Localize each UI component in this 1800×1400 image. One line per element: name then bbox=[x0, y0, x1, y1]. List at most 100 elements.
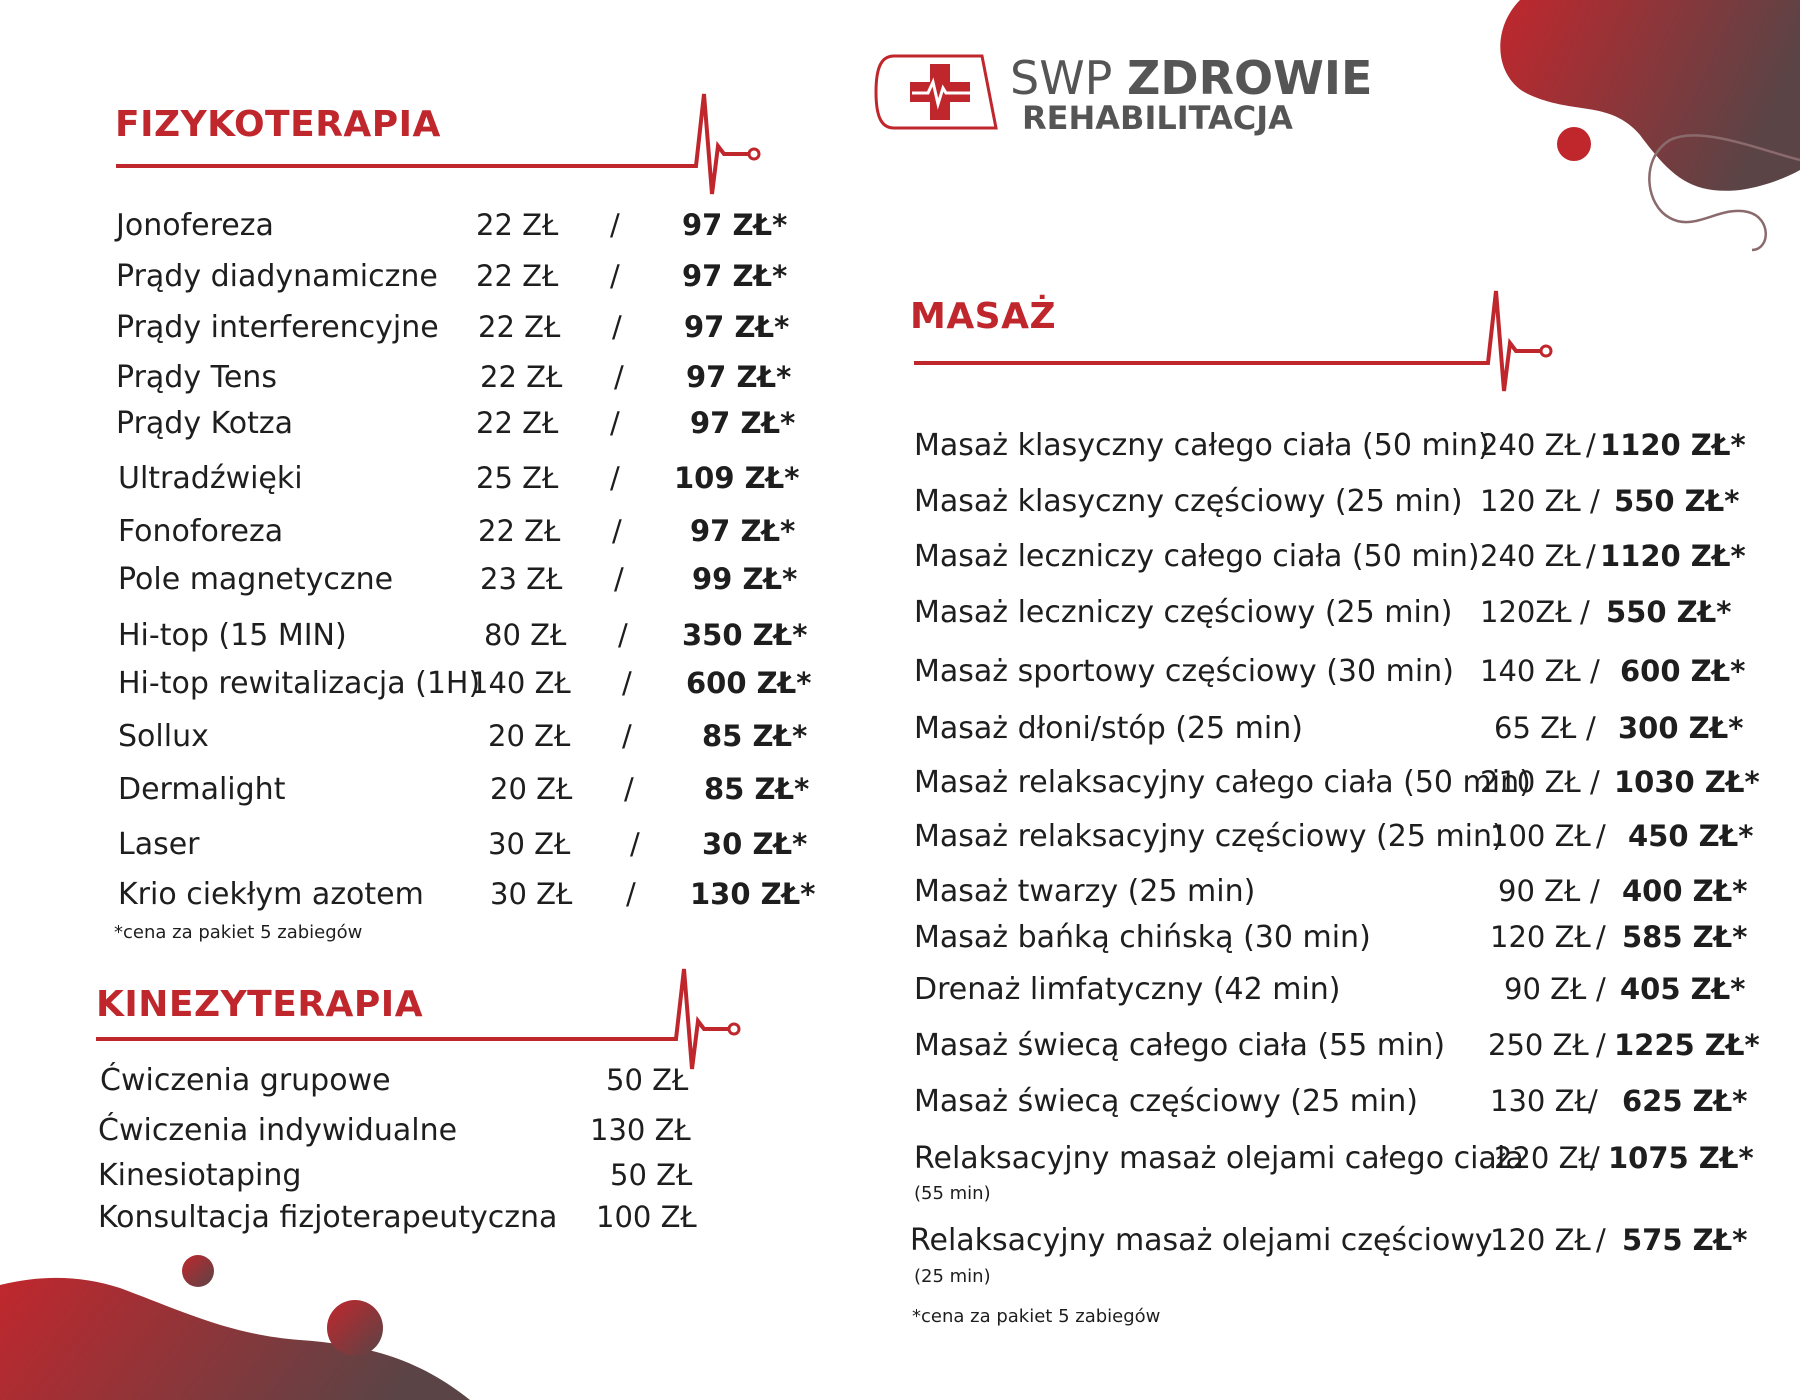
item-name: Ćwiczenia grupowe bbox=[100, 1063, 391, 1098]
item-name: Hi-top (15 MIN) bbox=[118, 618, 347, 653]
item-price: 240 ZŁ bbox=[1480, 539, 1581, 573]
item-package-price: 30 ZŁ* bbox=[702, 827, 808, 861]
separator: / bbox=[630, 827, 640, 861]
item-package-price: 575 ZŁ* bbox=[1622, 1223, 1748, 1257]
item-price: 23 ZŁ bbox=[480, 562, 563, 596]
item-price: 65 ZŁ bbox=[1494, 711, 1577, 745]
item-price: 22 ZŁ bbox=[476, 259, 559, 293]
item-package-price: 130 ZŁ* bbox=[690, 877, 816, 911]
separator: / bbox=[1590, 484, 1600, 518]
item-package-price: 550 ZŁ* bbox=[1614, 484, 1740, 518]
item-price: 130 ZŁ bbox=[590, 1113, 691, 1147]
heading-kinezyterapia: KINEZYTERAPIA bbox=[96, 984, 424, 1025]
separator: / bbox=[1596, 972, 1606, 1006]
item-price: 50 ZŁ bbox=[606, 1063, 689, 1097]
separator: / bbox=[1590, 1141, 1600, 1175]
separator: / bbox=[610, 461, 620, 495]
item-price: 120ZŁ bbox=[1480, 595, 1572, 629]
separator: / bbox=[626, 877, 636, 911]
separator: / bbox=[1596, 920, 1606, 954]
item-price: 22 ZŁ bbox=[480, 360, 563, 394]
separator: / bbox=[610, 208, 620, 242]
item-price: 25 ZŁ bbox=[476, 461, 559, 495]
item-package-price: 97 ZŁ* bbox=[686, 360, 792, 394]
item-package-price: 97 ZŁ* bbox=[684, 310, 790, 344]
item-package-price: 1225 ZŁ* bbox=[1614, 1028, 1760, 1062]
item-price: 22 ZŁ bbox=[478, 310, 561, 344]
item-price: 22 ZŁ bbox=[478, 514, 561, 548]
item-package-price: 85 ZŁ* bbox=[704, 772, 810, 806]
item-price: 250 ZŁ bbox=[1488, 1028, 1589, 1062]
brand-name-light: SWP bbox=[1010, 51, 1113, 105]
item-name: Masaż klasyczny częściowy (25 min) bbox=[914, 484, 1463, 519]
item-package-price: 350 ZŁ* bbox=[682, 618, 808, 652]
item-package-price: 600 ZŁ* bbox=[1620, 654, 1746, 688]
item-name: Masaż twarzy (25 min) bbox=[914, 874, 1256, 909]
separator: / bbox=[610, 259, 620, 293]
item-price: 140 ZŁ bbox=[470, 666, 571, 700]
separator: / bbox=[1590, 765, 1600, 799]
item-price: 120 ZŁ bbox=[1480, 484, 1581, 518]
item-name: Jonofereza bbox=[116, 208, 274, 243]
item-name: Masaż sportowy częściowy (30 min) bbox=[914, 654, 1454, 689]
item-name: Prądy Kotza bbox=[116, 406, 294, 441]
separator: / bbox=[1590, 654, 1600, 688]
item-price: 30 ZŁ bbox=[488, 827, 571, 861]
item-name: Laser bbox=[118, 827, 200, 862]
separator: / bbox=[1590, 874, 1600, 908]
item-package-price: 1120 ZŁ* bbox=[1600, 539, 1746, 573]
item-price: 22 ZŁ bbox=[476, 406, 559, 440]
item-package-price: 109 ZŁ* bbox=[674, 461, 800, 495]
separator: / bbox=[1580, 595, 1590, 629]
separator: / bbox=[624, 772, 634, 806]
item-package-price: 99 ZŁ* bbox=[692, 562, 798, 596]
separator: / bbox=[622, 666, 632, 700]
item-duration: (55 min) bbox=[914, 1183, 991, 1204]
brand-name-bold: ZDROWIE bbox=[1127, 51, 1373, 105]
item-package-price: 1075 ZŁ* bbox=[1608, 1141, 1754, 1175]
item-name: Prądy interferencyjne bbox=[116, 310, 439, 345]
item-name: Relaksacyjny masaż olejami całego ciała bbox=[914, 1141, 1524, 1176]
item-package-price: 550 ZŁ* bbox=[1606, 595, 1732, 629]
item-name: Masaż leczniczy częściowy (25 min) bbox=[914, 595, 1453, 630]
item-duration: (25 min) bbox=[914, 1266, 991, 1287]
separator: / bbox=[610, 406, 620, 440]
item-price: 50 ZŁ bbox=[610, 1158, 693, 1192]
item-name: Fonoforeza bbox=[118, 514, 284, 549]
package-note: *cena za pakiet 5 zabiegów bbox=[114, 922, 363, 943]
item-name: Drenaż limfatyczny (42 min) bbox=[914, 972, 1341, 1007]
separator: / bbox=[1588, 1084, 1598, 1118]
item-package-price: 585 ZŁ* bbox=[1622, 920, 1748, 954]
item-name: Masaż świecą częściowy (25 min) bbox=[914, 1084, 1418, 1119]
separator: / bbox=[1596, 819, 1606, 853]
item-price: 120 ZŁ bbox=[1490, 920, 1591, 954]
item-name: Masaż relaksacyjny całego ciała (50 min) bbox=[914, 765, 1531, 800]
item-price: 240 ZŁ bbox=[1480, 428, 1581, 462]
item-name: Kinesiotaping bbox=[98, 1158, 302, 1193]
item-name: Dermalight bbox=[118, 772, 286, 807]
item-name: Prądy Tens bbox=[116, 360, 277, 395]
item-name: Konsultacja fizjoterapeutyczna bbox=[98, 1200, 558, 1235]
item-price: 90 ZŁ bbox=[1498, 874, 1581, 908]
item-name: Masaż leczniczy całego ciała (50 min) bbox=[914, 539, 1480, 574]
separator: / bbox=[612, 310, 622, 344]
item-price: 90 ZŁ bbox=[1504, 972, 1587, 1006]
item-price: 140 ZŁ bbox=[1480, 654, 1581, 688]
separator: / bbox=[1596, 1223, 1606, 1257]
item-package-price: 97 ZŁ* bbox=[690, 514, 796, 548]
item-package-price: 625 ZŁ* bbox=[1622, 1084, 1748, 1118]
heading-fizykoterapia: FIZYKOTERAPIA bbox=[115, 104, 441, 145]
item-package-price: 450 ZŁ* bbox=[1628, 819, 1754, 853]
separator: / bbox=[614, 562, 624, 596]
item-package-price: 400 ZŁ* bbox=[1622, 874, 1748, 908]
separator: / bbox=[1586, 711, 1596, 745]
medical-cross-heartbeat-icon bbox=[874, 54, 998, 130]
item-package-price: 97 ZŁ* bbox=[690, 406, 796, 440]
item-package-price: 405 ZŁ* bbox=[1620, 972, 1746, 1006]
heartbeat-divider-fizykoterapia bbox=[116, 93, 761, 195]
item-price: 130 ZŁ bbox=[1490, 1084, 1591, 1118]
separator: / bbox=[1586, 539, 1596, 573]
heartbeat-divider-masaz bbox=[914, 290, 1553, 392]
item-package-price: 600 ZŁ* bbox=[686, 666, 812, 700]
item-price: 20 ZŁ bbox=[488, 719, 571, 753]
